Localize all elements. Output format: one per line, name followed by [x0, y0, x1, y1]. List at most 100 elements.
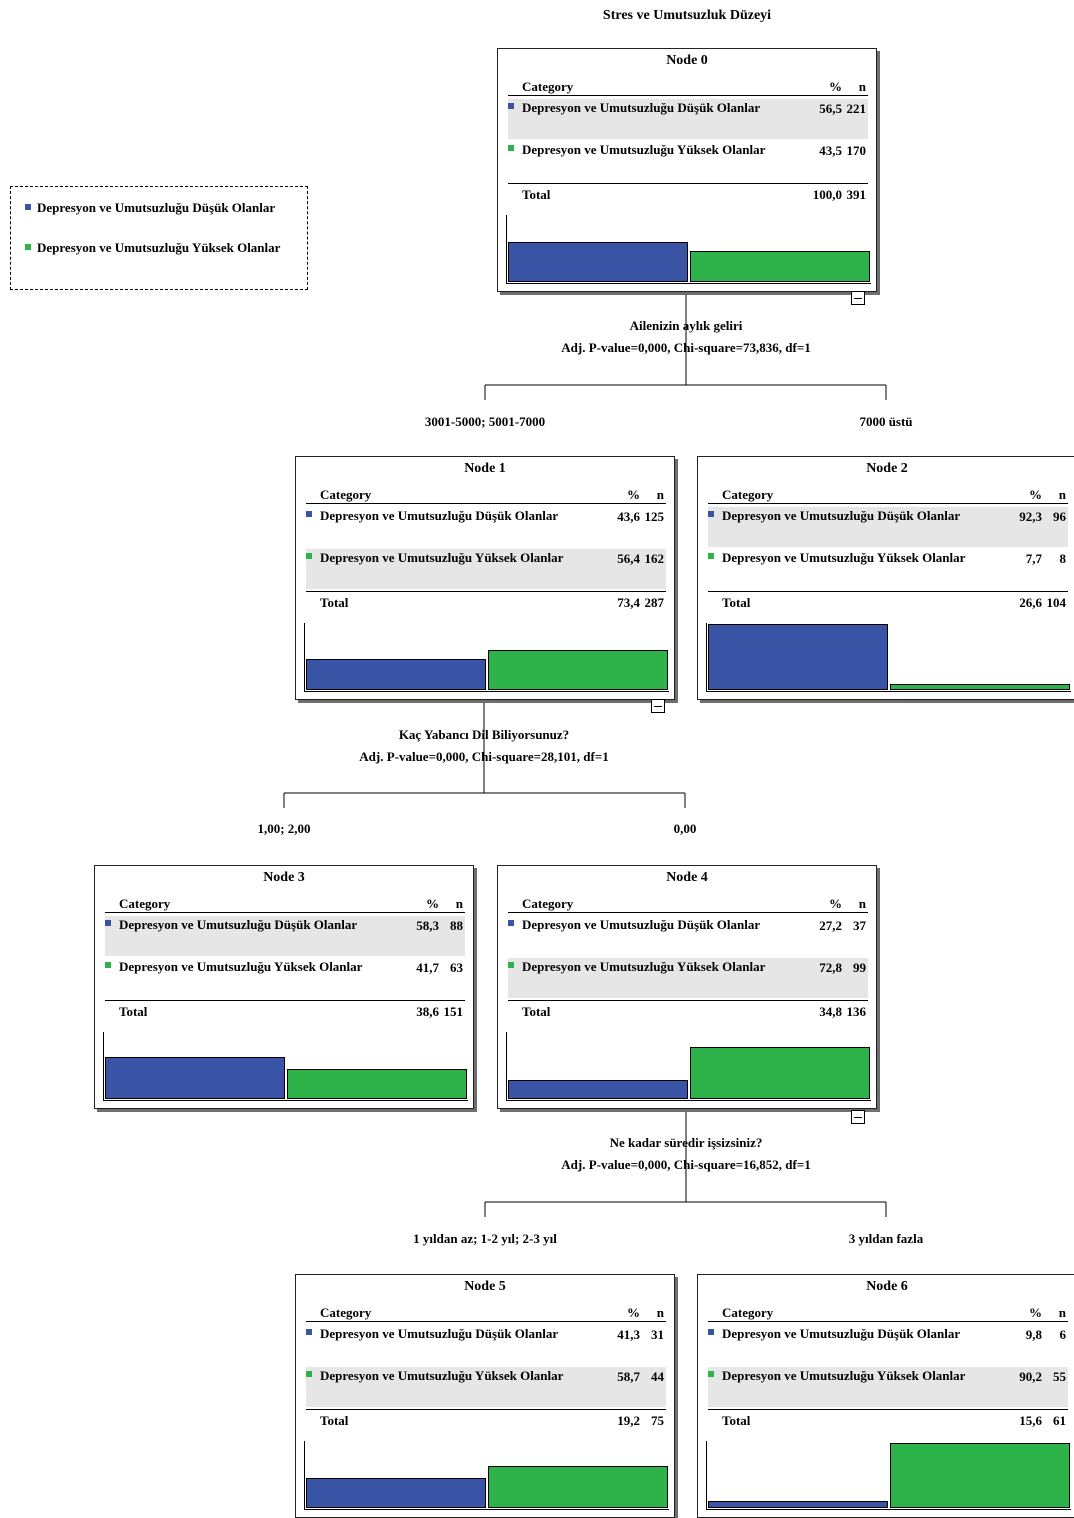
- category-label: Depresyon ve Umutsuzluğu Yüksek Olanlar: [320, 1368, 564, 1383]
- node-title: Node 3: [263, 870, 305, 885]
- percent-header: %: [829, 896, 842, 911]
- bar-high: [890, 1443, 1070, 1508]
- node-row-high: Depresyon ve Umutsuzluğu Yüksek Olanlar 5…: [306, 549, 666, 589]
- category-swatch-high: [508, 145, 514, 151]
- percent-header: %: [829, 79, 842, 94]
- tree-node: Node 3 Category% n Depresyon ve Umutsuzluğu…: [94, 865, 474, 1109]
- node-row-low: Depresyon ve Umutsuzluğu Düşük Olanlar 41…: [306, 1325, 666, 1365]
- total-percent: 38,6: [416, 1004, 439, 1019]
- bar-high: [488, 650, 668, 690]
- category-percent: 9,8: [1025, 1327, 1042, 1342]
- node-total-row: Total 100,0 391: [508, 183, 868, 202]
- split-2-left-branch: 1 yıldan az; 1-2 yıl; 2-3 yıl: [413, 1231, 557, 1246]
- split-1-right-branch: 0,00: [673, 821, 697, 836]
- collapse-toggle-button[interactable]: [851, 291, 865, 305]
- node-bar-chart: [706, 623, 1071, 692]
- node-row-high: Depresyon ve Umutsuzluğu Yüksek Olanlar 5…: [306, 1367, 666, 1407]
- node-table-header: Category% n: [708, 1305, 1068, 1322]
- total-label: Total: [320, 595, 349, 610]
- category-percent: 56,4: [617, 551, 640, 566]
- category-label: Depresyon ve Umutsuzluğu Yüksek Olanlar: [522, 959, 766, 974]
- category-percent: 43,6: [617, 509, 640, 524]
- category-percent: 58,7: [617, 1369, 640, 1384]
- split-2-right-branch: 3 yıldan fazla: [848, 1231, 924, 1246]
- total-count: 104: [1046, 595, 1067, 610]
- total-count: 391: [846, 187, 867, 202]
- bar-high: [488, 1466, 668, 1508]
- node-bar-chart: [506, 215, 871, 284]
- n-header: n: [858, 79, 866, 94]
- bar-low: [508, 1080, 688, 1099]
- category-count: 125: [644, 509, 665, 524]
- total-count: 136: [846, 1004, 867, 1019]
- category-swatch-high: [508, 962, 514, 968]
- node-total-row: Total 19,2 75: [306, 1409, 666, 1428]
- bar-low: [105, 1057, 285, 1099]
- category-label: Depresyon ve Umutsuzluğu Yüksek Olanlar: [722, 1368, 966, 1383]
- node-row-high: Depresyon ve Umutsuzluğu Yüksek Olanlar 4…: [508, 141, 868, 181]
- total-count: 151: [443, 1004, 464, 1019]
- collapse-toggle-button[interactable]: [651, 699, 665, 713]
- tree-node: Node 0 Category% n Depresyon ve Umutsuzluğu…: [497, 48, 877, 292]
- total-count: 287: [644, 595, 665, 610]
- total-percent: 26,6: [1019, 595, 1042, 610]
- bar-low: [306, 659, 486, 690]
- node-bar-chart: [506, 1032, 871, 1101]
- category-label: Depresyon ve Umutsuzluğu Yüksek Olanlar: [119, 959, 363, 974]
- category-count: 55: [1053, 1369, 1066, 1384]
- percent-header: %: [1029, 487, 1042, 502]
- node-bar-chart: [304, 623, 669, 692]
- node-bar-chart: [706, 1441, 1071, 1510]
- bar-high: [690, 1047, 870, 1099]
- bar-low: [708, 624, 888, 690]
- category-header: Category: [320, 1305, 372, 1320]
- category-count: 88: [450, 918, 463, 933]
- tree-node: Node 4 Category% n Depresyon ve Umutsuzluğu…: [497, 865, 877, 1109]
- total-percent: 19,2: [617, 1413, 640, 1428]
- total-label: Total: [522, 1004, 551, 1019]
- category-swatch-low: [306, 511, 312, 517]
- collapse-toggle-button[interactable]: [851, 1110, 865, 1124]
- total-label: Total: [522, 187, 551, 202]
- bar-high: [890, 684, 1070, 690]
- bar-high: [690, 251, 870, 282]
- category-swatch-high: [708, 1371, 714, 1377]
- total-percent: 34,8: [819, 1004, 842, 1019]
- node-table-header: Category% n: [105, 896, 465, 913]
- split-1-stats: Adj. P-value=0,000, Chi-square=28,101, d…: [359, 749, 609, 764]
- total-percent: 73,4: [617, 595, 640, 610]
- node-table-header: Category% n: [708, 487, 1068, 504]
- category-swatch-high: [306, 553, 312, 559]
- bar-high: [287, 1069, 467, 1099]
- bar-low: [708, 1501, 888, 1508]
- category-header: Category: [722, 487, 774, 502]
- total-label: Total: [722, 595, 751, 610]
- legend-swatch-high: [25, 244, 31, 250]
- node-title: Node 5: [464, 1279, 506, 1294]
- category-percent: 41,7: [416, 960, 439, 975]
- category-header: Category: [119, 896, 171, 911]
- node-row-high: Depresyon ve Umutsuzluğu Yüksek Olanlar 9…: [708, 1367, 1068, 1407]
- split-2-stats: Adj. P-value=0,000, Chi-square=16,852, d…: [561, 1157, 811, 1172]
- node-bar-chart: [103, 1032, 468, 1101]
- category-label: Depresyon ve Umutsuzluğu Düşük Olanlar: [522, 917, 761, 932]
- total-percent: 15,6: [1019, 1413, 1042, 1428]
- category-label: Depresyon ve Umutsuzluğu Düşük Olanlar: [522, 100, 761, 115]
- split-0-left-branch: 3001-5000; 5001-7000: [424, 414, 546, 429]
- total-count: 61: [1053, 1413, 1066, 1428]
- tree-node: Node 6 Category% n Depresyon ve Umutsuzluğu…: [697, 1274, 1074, 1518]
- category-count: 37: [853, 918, 866, 933]
- total-percent: 100,0: [812, 187, 842, 202]
- legend-item-low: Depresyon ve Umutsuzluğu Düşük Olanlar: [25, 201, 297, 215]
- node-row-low: Depresyon ve Umutsuzluğu Düşük Olanlar 43…: [306, 507, 666, 547]
- percent-header: %: [627, 487, 640, 502]
- category-header: Category: [722, 1305, 774, 1320]
- legend-item-high: Depresyon ve Umutsuzluğu Yüksek Olanlar: [25, 241, 297, 255]
- category-percent: 58,3: [416, 918, 439, 933]
- category-percent: 7,7: [1025, 551, 1042, 566]
- category-header: Category: [522, 896, 574, 911]
- node-row-high: Depresyon ve Umutsuzluğu Yüksek Olanlar 7…: [508, 958, 868, 998]
- tree-node: Node 5 Category% n Depresyon ve Umutsuzluğu…: [295, 1274, 675, 1518]
- bar-low: [306, 1478, 486, 1508]
- category-count: 221: [846, 101, 867, 116]
